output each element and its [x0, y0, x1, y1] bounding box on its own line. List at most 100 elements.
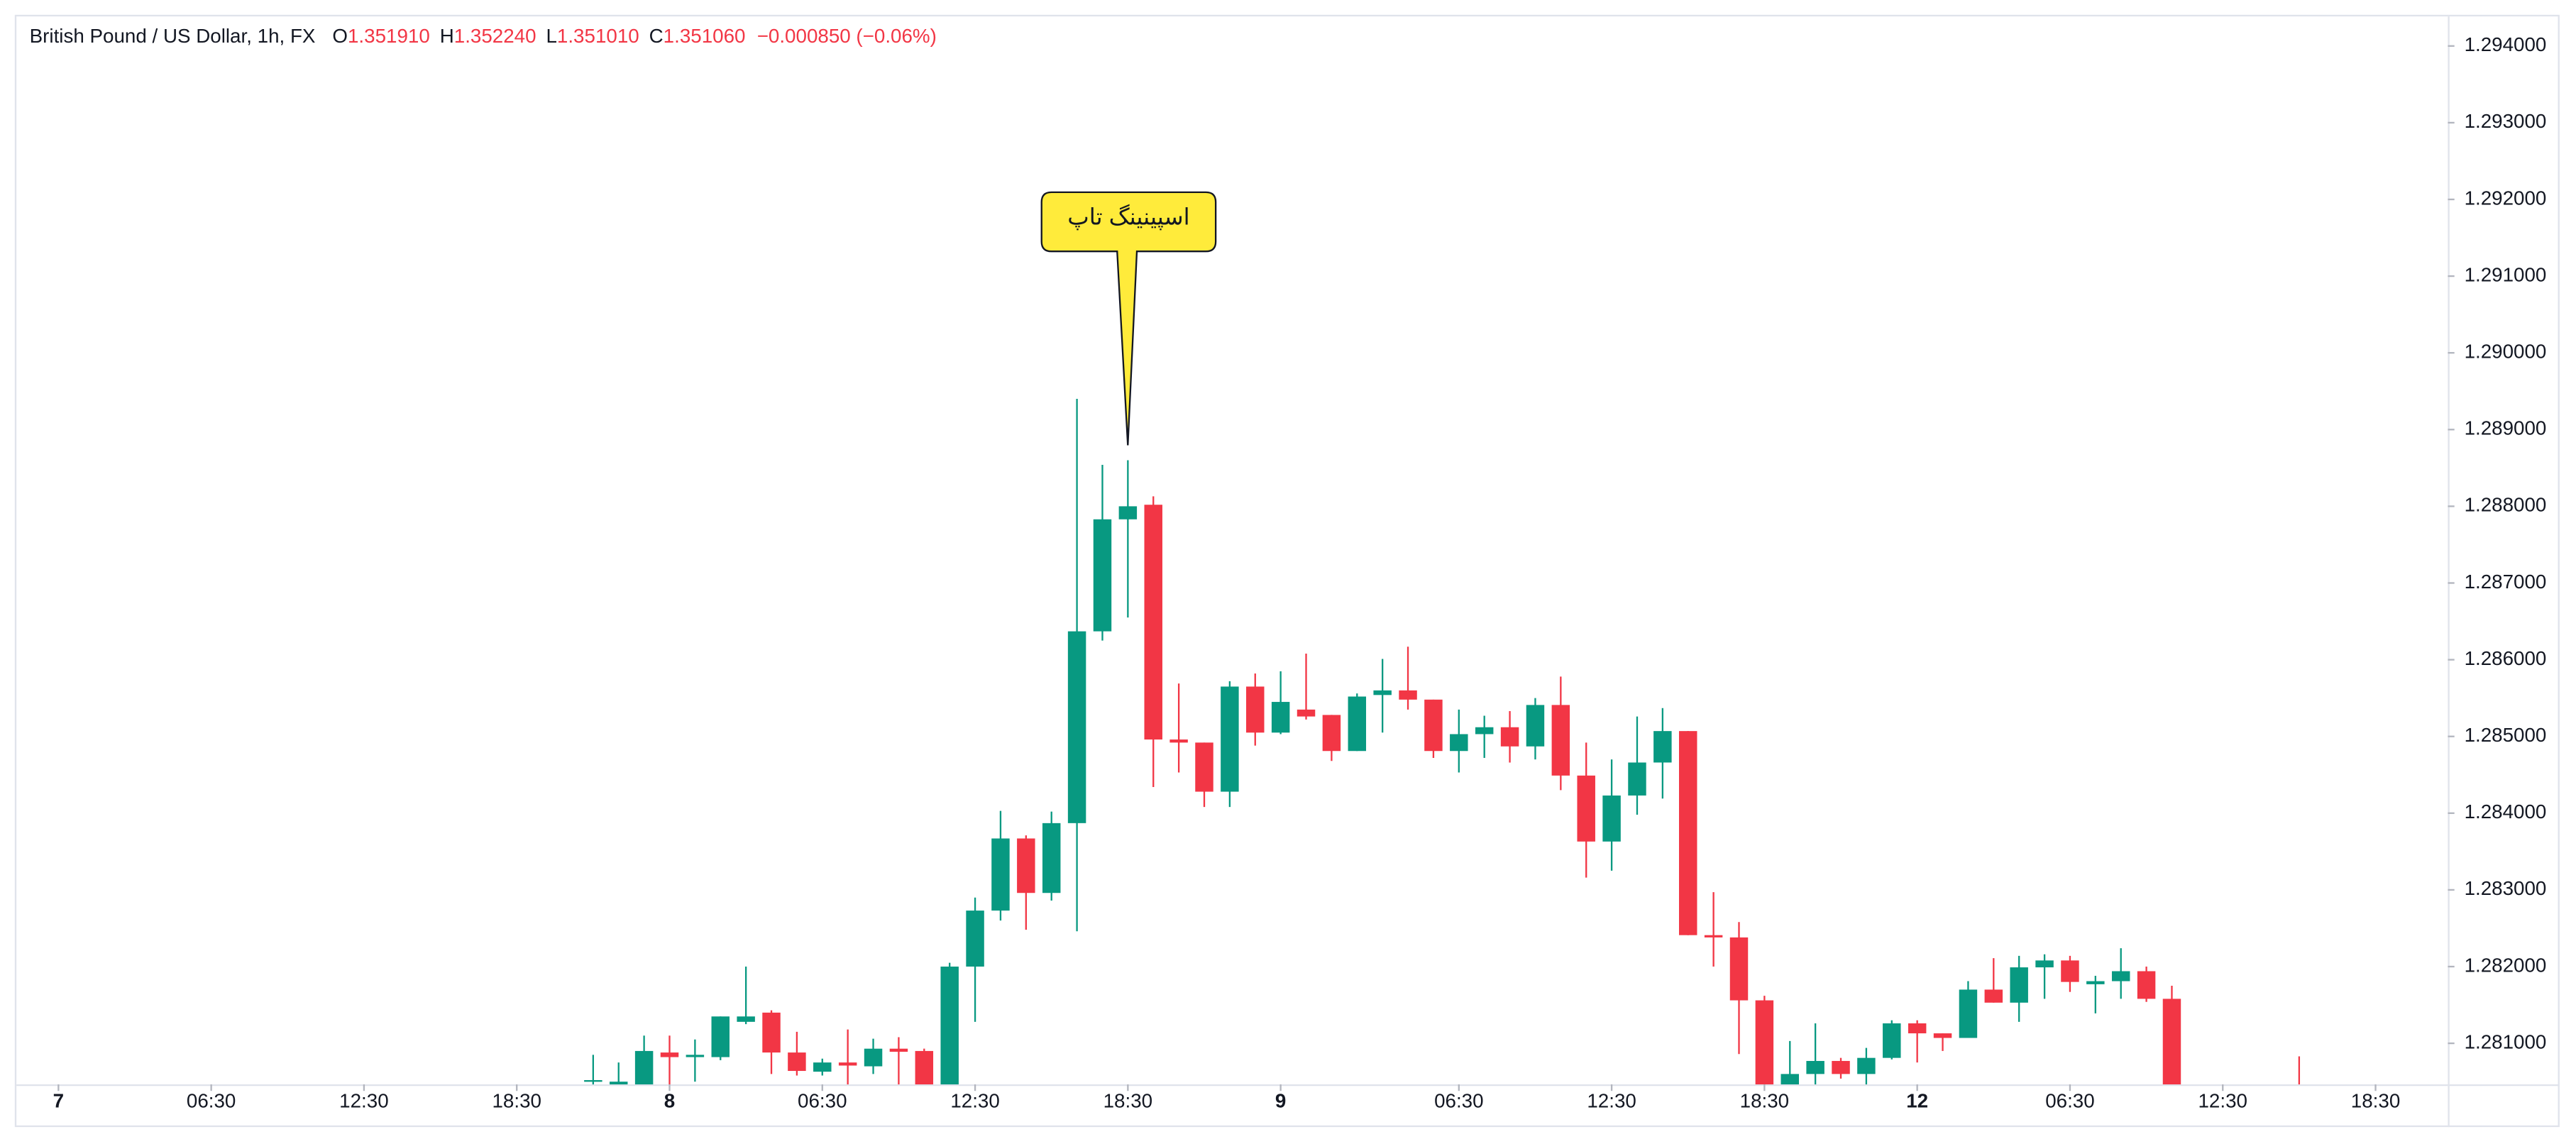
x-tick-label: 06:30: [798, 1090, 847, 1112]
x-tick-label: 12:30: [1587, 1090, 1636, 1112]
candle-body: [1144, 505, 1162, 740]
candle-body: [1500, 727, 1519, 747]
y-tick-label: 1.289000: [2465, 417, 2547, 439]
candle-body: [1042, 823, 1061, 893]
candle-body: [1780, 1074, 1799, 1084]
y-tick-label: 1.282000: [2465, 954, 2547, 976]
annotation-callout: اسپینینگ تاپ: [1040, 191, 1217, 446]
ohlc-value: 1.351010: [557, 26, 639, 48]
candle-body: [610, 1082, 628, 1084]
x-tick-label: 18:30: [1103, 1090, 1152, 1112]
ohlc-value: 1.351060: [664, 26, 746, 48]
x-tick-label: 9: [1275, 1090, 1286, 1112]
x-tick-label: 06:30: [2045, 1090, 2094, 1112]
candle-body: [1526, 705, 1545, 747]
candle-body: [686, 1055, 705, 1057]
candle-body: [1093, 519, 1112, 632]
ohlc-value: 1.351910: [348, 26, 430, 48]
candle-body: [2111, 971, 2130, 981]
y-tick-label: 1.290000: [2465, 341, 2547, 363]
candle-body: [1832, 1060, 1850, 1074]
candle-body: [2162, 999, 2181, 1084]
candle-body: [2137, 971, 2156, 999]
y-tick-label: 1.285000: [2465, 724, 2547, 746]
candle-body: [940, 967, 959, 1084]
candle-body: [1195, 742, 1213, 792]
x-tick-label: 18:30: [1740, 1090, 1789, 1112]
candle-body: [1067, 631, 1086, 823]
candle-body: [1628, 762, 1646, 796]
candle-body: [584, 1080, 602, 1082]
candle-body: [711, 1016, 730, 1057]
candle-body: [1908, 1023, 1927, 1034]
candle-body: [991, 838, 1010, 911]
candle-body: [1271, 702, 1290, 733]
candle-body: [1450, 734, 1468, 752]
y-tick-label: 1.288000: [2465, 494, 2547, 516]
candle-body: [737, 1016, 755, 1022]
y-tick-label: 1.292000: [2465, 187, 2547, 209]
y-tick-label: 1.281000: [2465, 1030, 2547, 1052]
candle-body: [1399, 690, 1417, 700]
ohlc-label: H: [440, 26, 454, 48]
ohlc-label: L: [546, 26, 556, 48]
symbol-header: British Pound / US Dollar, 1h, FX O1.351…: [30, 26, 937, 48]
candle-body: [1984, 989, 2003, 1003]
candle-body: [966, 911, 984, 967]
candle-body: [1246, 686, 1265, 733]
x-tick-label: 12:30: [2198, 1090, 2247, 1112]
candle-body: [1857, 1057, 1876, 1074]
x-tick-label: 7: [53, 1090, 64, 1112]
candle-body: [813, 1062, 832, 1072]
candle-body: [1755, 1000, 1774, 1084]
candle-body: [762, 1012, 781, 1053]
y-tick-label: 1.284000: [2465, 801, 2547, 823]
ohlc-label: C: [649, 26, 664, 48]
candle-body: [1551, 705, 1570, 776]
candle-body: [864, 1048, 883, 1067]
x-tick-label: 18:30: [492, 1090, 541, 1112]
x-tick-label: 12: [1906, 1090, 1928, 1112]
x-tick-label: 12:30: [950, 1090, 999, 1112]
candle-body: [2086, 981, 2105, 984]
x-tick-label: 06:30: [1434, 1090, 1483, 1112]
candle-body: [1933, 1033, 1952, 1038]
candle-body: [634, 1050, 654, 1084]
y-tick-label: 1.283000: [2465, 877, 2547, 899]
candle-body: [1297, 709, 1316, 717]
y-tick-label: 1.287000: [2465, 571, 2547, 593]
ohlc-label: O: [332, 26, 348, 48]
y-tick-label: 1.286000: [2465, 647, 2547, 669]
candle-body: [1017, 838, 1035, 893]
x-tick-label: 8: [664, 1090, 675, 1112]
candle-body: [1475, 727, 1494, 735]
candle-body: [1729, 937, 1749, 1001]
candle-body: [915, 1050, 934, 1084]
symbol-title: British Pound / US Dollar, 1h, FX: [30, 26, 316, 48]
candle-body: [1424, 699, 1443, 752]
frame: [14, 14, 2560, 1128]
candle-body: [1679, 731, 1697, 935]
candle-body: [2010, 967, 2028, 1003]
candle-body: [1322, 715, 1341, 752]
y-tick-label: 1.291000: [2465, 263, 2547, 285]
x-tick-label: 12:30: [339, 1090, 388, 1112]
ohlc-value: 1.352240: [454, 26, 536, 48]
candle-body: [2061, 960, 2079, 982]
x-tick-label: 18:30: [2351, 1090, 2400, 1112]
callout-shape: [1040, 191, 1217, 446]
y-tick-label: 1.293000: [2465, 110, 2547, 132]
candle-body: [2035, 960, 2054, 968]
candle-body: [1221, 686, 1239, 792]
candle-body: [660, 1052, 679, 1057]
candle-body: [1806, 1060, 1824, 1074]
candle-body: [889, 1048, 908, 1052]
candle-body: [1653, 731, 1672, 763]
x-tick-label: 06:30: [187, 1090, 236, 1112]
candle-body: [788, 1052, 806, 1072]
candle-body: [1348, 696, 1367, 752]
candle-body: [1602, 795, 1621, 842]
change-value: −0.000850 (−0.06%): [757, 26, 937, 48]
